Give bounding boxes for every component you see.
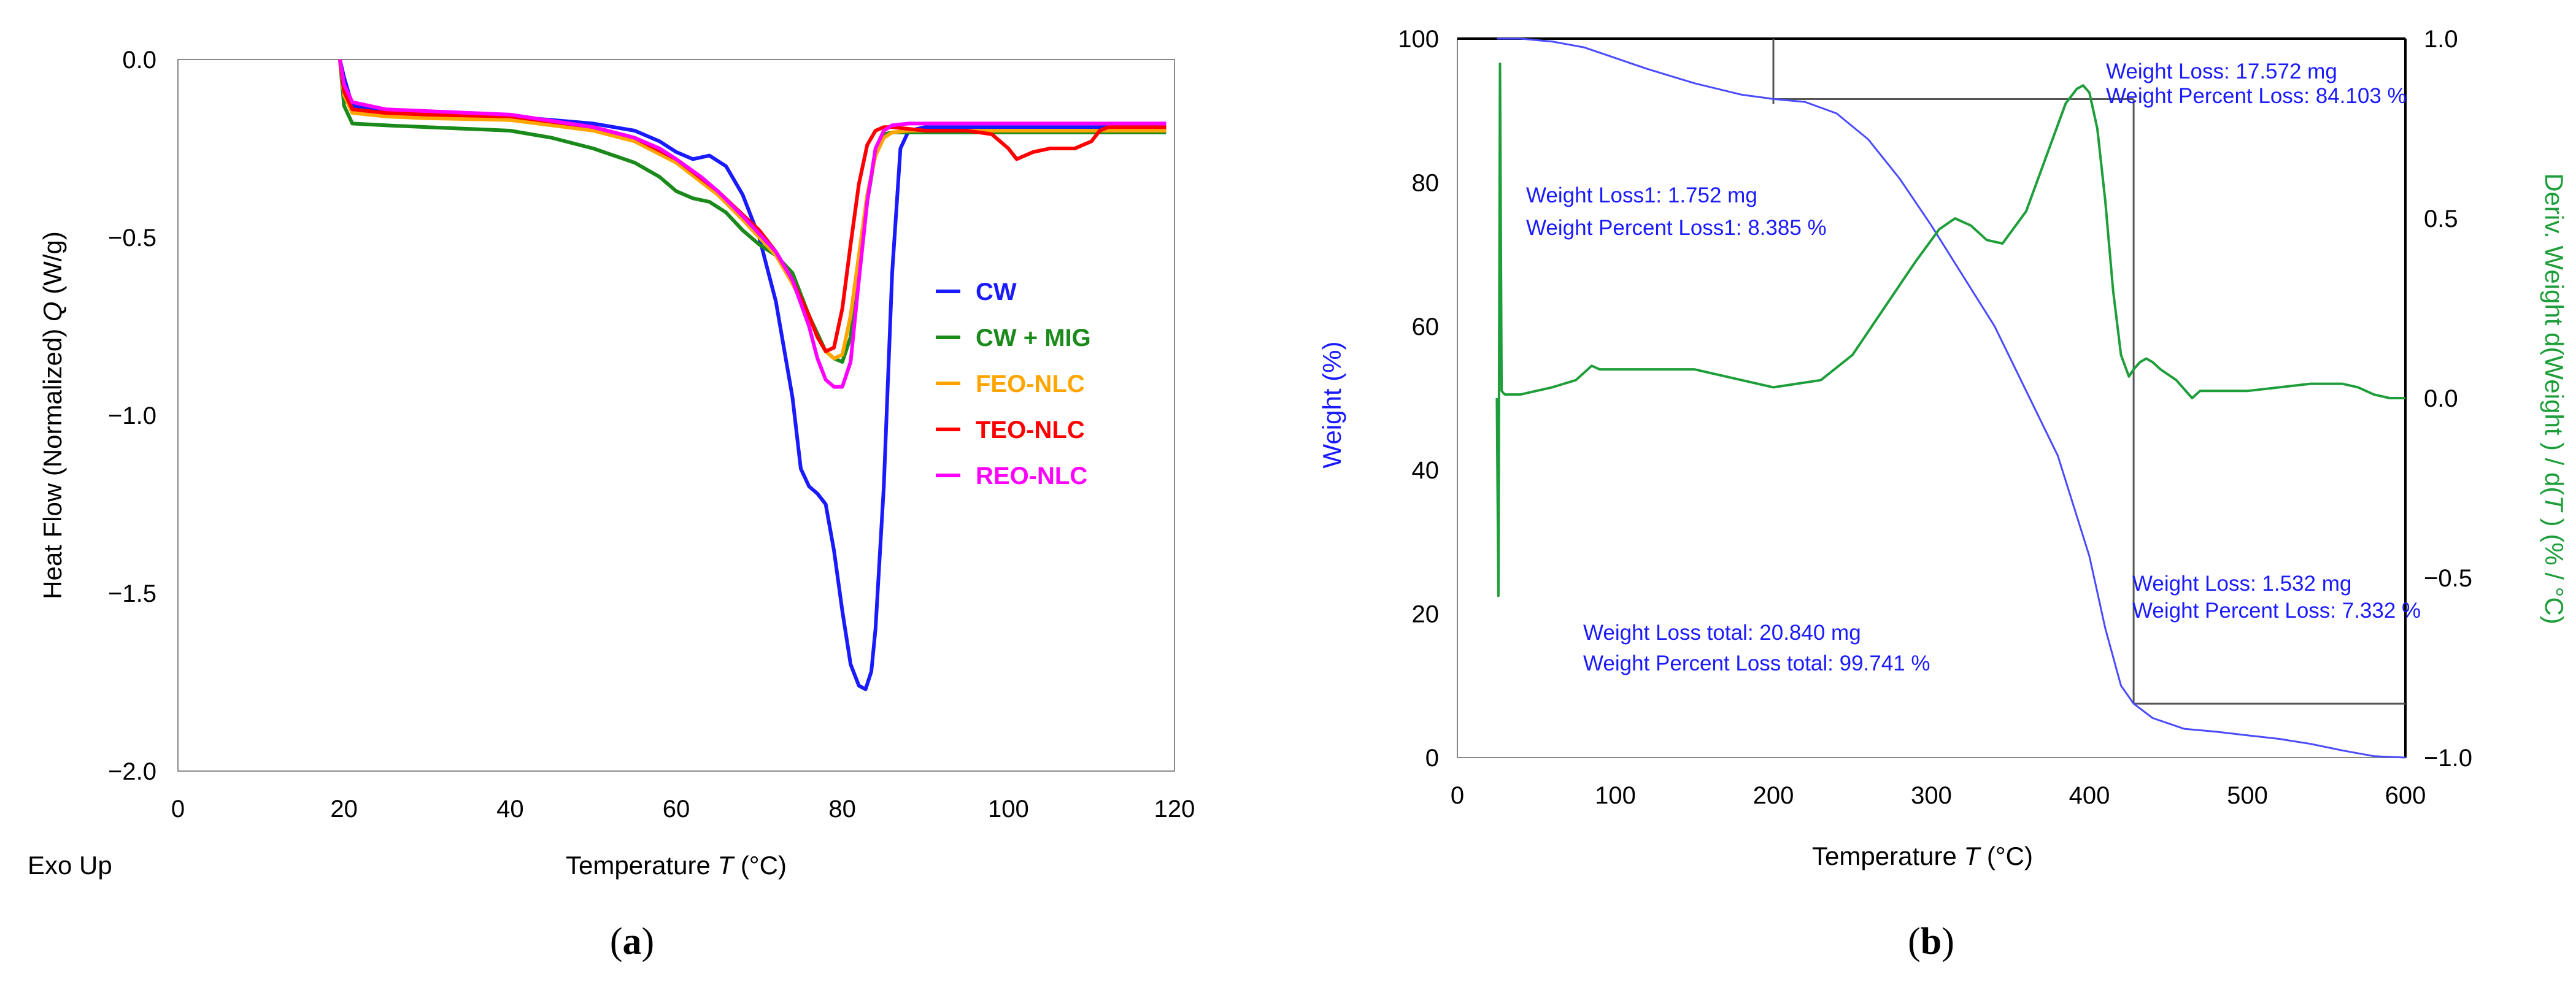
panel-a-dsc-chart: 0 20 40 60 80 100 120 0.0 −0.5 −1.0 −1.5 −2.0 Tempe… (28, 47, 1195, 962)
panel-b-annotation-total-line1: Weight Loss total: 20.840 mg (1583, 621, 1861, 645)
panel-a-legend: CW CW + MIG FEO-NLC TEO-NLC REO-NLC (936, 278, 1091, 490)
panel-b-y2-tick-label: −0.5 (2424, 565, 2472, 592)
series-cw-mig-line (337, 59, 1167, 364)
panel-a-y-axis-label: Heat Flow (Normalized) Q (W/g) (38, 231, 67, 599)
legend-label-feo-nlc: FEO-NLC (976, 371, 1085, 397)
panel-b-x-tick-label: 600 (2385, 782, 2426, 809)
panel-b-y-tick-label: 80 (1412, 169, 1440, 196)
panel-a-plot-frame (177, 59, 1175, 772)
panel-b-series (1495, 37, 2406, 759)
panel-b-annotation-loss3-line2: Weight Percent Loss: 7.332 % (2132, 599, 2421, 623)
panel-b-y-tick-label: 100 (1398, 26, 1439, 53)
panel-a-x-tick-label: 0 (171, 796, 185, 823)
panel-a-y-tick-label: −2.0 (108, 758, 156, 785)
series-cw-line (337, 59, 1167, 691)
panel-a-y-tick-label: 0.0 (122, 47, 156, 74)
panel-b-y-tick-label: 60 (1412, 313, 1440, 340)
series-weight-line (1497, 37, 2406, 759)
panel-b-x-tick-label: 300 (1911, 782, 1952, 809)
panel-b-y2-axis-label: Deriv. Weight d(Weight ) / d(T ) (% / °C… (2540, 173, 2569, 624)
panel-a-caption: (a) (610, 921, 654, 962)
panel-b-y2-tick-label: 0.5 (2424, 205, 2458, 232)
panel-b-x-axis-label: Temperature T (°C) (1812, 842, 2033, 870)
panel-b-x-tick-label: 200 (1753, 782, 1794, 809)
panel-b-caption: (b) (1908, 921, 1954, 962)
panel-a-y-tick-label: −1.0 (108, 402, 156, 429)
panel-b-annotation-loss2-line1: Weight Loss: 17.572 mg (2106, 60, 2337, 83)
legend-label-cw: CW (976, 278, 1017, 305)
panel-b-annotation-loss1-line1: Weight Loss1: 1.752 mg (1526, 183, 1757, 207)
panel-b-plot-frame (1457, 38, 2406, 758)
panel-b-y2-tick-label: −1.0 (2424, 745, 2472, 772)
panel-a-x-tick-label: 40 (496, 796, 524, 823)
panel-b-y2-tick-label: 1.0 (2424, 26, 2458, 53)
panel-a-series (337, 59, 1167, 691)
legend-label-teo-nlc: TEO-NLC (976, 417, 1085, 444)
panel-b-y-tick-label: 0 (1425, 745, 1439, 772)
panel-b-y2-tick-label: 0.0 (2424, 385, 2458, 412)
legend-label-reo-nlc: REO-NLC (976, 463, 1087, 490)
panel-b-tga-chart: 0 100 200 300 400 500 600 0 20 40 60 80 100 1.0 0.5 0.0… (1317, 26, 2569, 962)
series-feo-nlc-line (337, 59, 1167, 361)
panel-b-x-tick-label: 0 (1451, 782, 1464, 809)
series-teo-nlc-line (337, 59, 1167, 353)
panel-a-x-tick-label: 100 (988, 796, 1029, 823)
panel-b-y-axis-label: Weight (%) (1317, 342, 1346, 469)
legend-label-cw-mig: CW + MIG (976, 325, 1091, 351)
panel-b-annotation-loss1-line2: Weight Percent Loss1: 8.385 % (1526, 216, 1827, 240)
panel-a-x-axis-label: Temperature T (°C) (566, 851, 787, 880)
panel-b-y-tick-label: 40 (1412, 457, 1440, 484)
panel-b-annotation-loss2-line2: Weight Percent Loss: 84.103 % (2106, 84, 2407, 108)
panel-b-step-markers (1772, 39, 2405, 705)
panel-b-x-tick-label: 500 (2227, 782, 2268, 809)
panel-a-x-tick-label: 120 (1154, 796, 1195, 823)
series-reo-nlc-line (337, 59, 1167, 389)
panel-a-x-tick-label: 80 (828, 796, 856, 823)
panel-a-x-tick-label: 60 (663, 796, 690, 823)
panel-b-y-tick-label: 20 (1412, 601, 1440, 628)
panel-a-y-tick-label: −0.5 (108, 225, 156, 252)
panel-a-ticks: 0 20 40 60 80 100 120 0.0 −0.5 −1.0 −1.5 −2.0 (108, 47, 1195, 823)
panel-b-ticks: 0 100 200 300 400 500 600 0 20 40 60 80 100 1.0 0.5 0.0… (1398, 26, 2472, 809)
panel-a-x-tick-label: 20 (330, 796, 358, 823)
panel-b-annotation-total-line2: Weight Percent Loss total: 99.741 % (1583, 651, 1930, 675)
panel-b-x-tick-label: 100 (1595, 782, 1636, 809)
panel-b-x-tick-label: 400 (2069, 782, 2110, 809)
series-deriv-weight-line (1495, 63, 2405, 597)
panel-a-y-tick-label: −1.5 (108, 580, 156, 607)
panel-b-annotation-loss3-line1: Weight Loss: 1.532 mg (2132, 572, 2351, 596)
panel-a-exo-up-note: Exo Up (28, 851, 112, 880)
